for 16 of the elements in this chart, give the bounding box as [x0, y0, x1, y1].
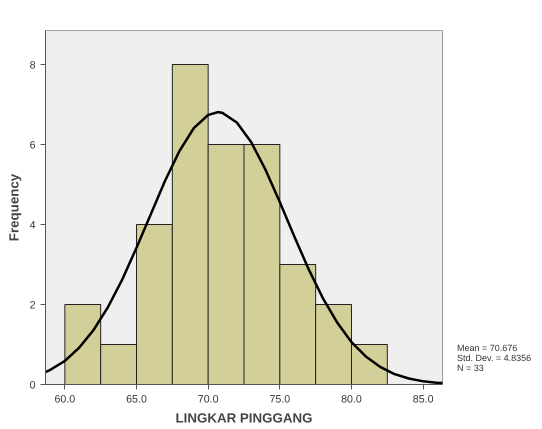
x-tick-label: 85.0	[412, 394, 434, 406]
x-tick-label: 80.0	[341, 394, 362, 406]
y-tick-label: 8	[30, 60, 36, 72]
x-tick-label: 75.0	[269, 394, 290, 406]
y-tick-label: 0	[30, 380, 36, 392]
text: Mean = 70.676	[457, 343, 518, 353]
x-tick-label: 60.0	[54, 394, 76, 406]
x-tick-label: 70.0	[198, 394, 219, 406]
text: Std. Dev. = 4.8356	[457, 353, 532, 363]
text: N = 33	[457, 363, 484, 373]
x-axis-title: LINGKAR PINGGANG	[176, 410, 312, 426]
x-tick-label: 65.0	[126, 394, 147, 406]
y-axis-title: Frequency	[6, 173, 22, 242]
y-tick-label: 6	[30, 140, 36, 152]
y-tick-label: 2	[30, 300, 36, 312]
y-tick-label: 4	[30, 220, 36, 232]
